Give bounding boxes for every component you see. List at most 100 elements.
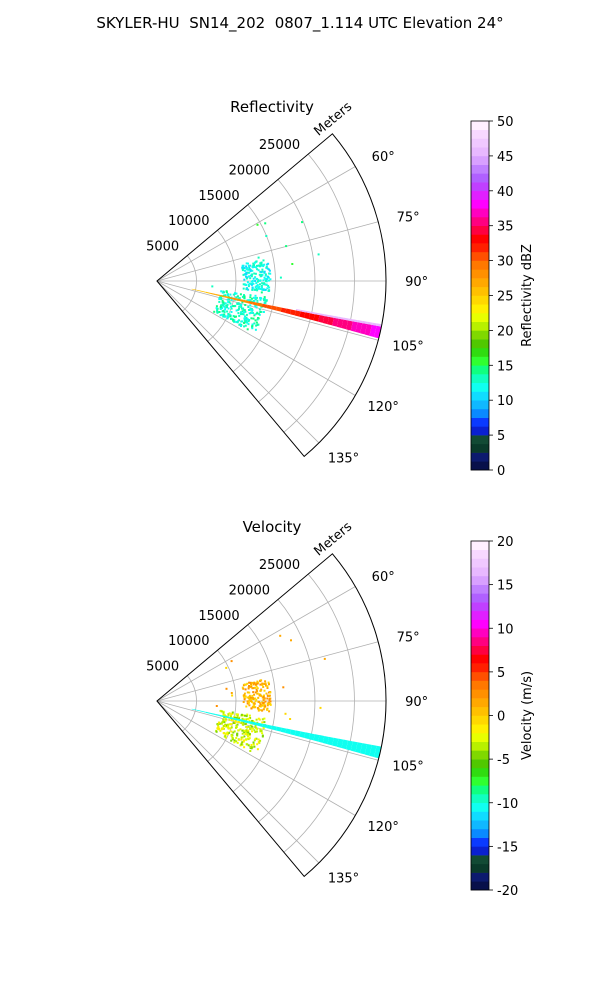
- reflectivity-echo-pixel: [265, 279, 267, 282]
- reflectivity-colorbar-tick-label: 20: [497, 324, 514, 339]
- velocity-echo-pixel: [243, 697, 246, 700]
- reflectivity-echo-pixel: [244, 315, 246, 318]
- reflectivity-echo-pixel: [238, 319, 240, 322]
- reflectivity-echo-pixel: [238, 305, 241, 308]
- reflectivity-colorbar-swatch: [471, 260, 489, 270]
- velocity-azimuth-tick-label: 120°: [368, 820, 399, 835]
- velocity-echo-pixel: [268, 694, 271, 697]
- reflectivity-echo-pixel: [233, 320, 236, 323]
- velocity-echo-pixel: [267, 702, 270, 705]
- velocity-echo-pixel: [262, 698, 265, 701]
- reflectivity-echo-pixel: [258, 312, 260, 315]
- reflectivity-echo-pixel: [259, 296, 262, 299]
- velocity-echo-pixel: [236, 741, 239, 744]
- velocity-echo-pixel: [247, 686, 250, 689]
- velocity-echo-pixel: [251, 681, 254, 684]
- reflectivity-echo-pixel: [265, 278, 268, 281]
- reflectivity-streak-gate: [224, 295, 230, 299]
- velocity-echo-pixel: [223, 721, 226, 723]
- reflectivity-echo-pixel: [260, 273, 263, 276]
- reflectivity-echo-pixel: [249, 277, 252, 280]
- velocity-echo-pixel: [250, 707, 253, 710]
- velocity-echo-pixel: [264, 700, 267, 703]
- velocity-colorbar-swatch: [471, 645, 489, 655]
- velocity-azimuth-spoke: [156, 641, 379, 702]
- reflectivity-echo-pixel: [251, 297, 253, 300]
- reflectivity-echo-pixel: [230, 307, 233, 310]
- reflectivity-echo-pixel: [256, 280, 259, 283]
- reflectivity-colorbar-tick-label: 35: [497, 220, 514, 235]
- velocity-echo-pixel: [230, 692, 233, 694]
- reflectivity-streak-gate: [360, 323, 368, 335]
- velocity-echo-pixel: [247, 744, 250, 747]
- reflectivity-echo-pixel: [226, 317, 229, 320]
- reflectivity-echo-pixel: [291, 263, 294, 265]
- reflectivity-echo-pixel: [245, 319, 248, 322]
- velocity-colorbar-swatch: [471, 567, 489, 577]
- velocity-echo-pixel: [242, 687, 245, 690]
- velocity-echo-pixel: [227, 727, 230, 730]
- velocity-echo-pixel: [248, 694, 251, 697]
- reflectivity-echo-pixel: [261, 282, 264, 285]
- reflectivity-echo-pixel: [256, 289, 259, 292]
- velocity-echo-pixel: [230, 719, 233, 722]
- reflectivity-echo-pixel: [267, 262, 270, 265]
- reflectivity-echo-pixel: [262, 279, 265, 282]
- velocity-echo-pixel: [235, 716, 238, 719]
- reflectivity-echo-pixel: [241, 301, 244, 304]
- velocity-echo-pixel: [248, 698, 251, 701]
- velocity-echo-pixel: [253, 693, 256, 696]
- velocity-echo-pixel: [240, 743, 243, 746]
- velocity-echo-pixel: [222, 725, 225, 727]
- velocity-echo-pixel: [246, 682, 249, 685]
- reflectivity-echo-pixel: [263, 299, 266, 302]
- velocity-echo-pixel: [250, 725, 253, 728]
- reflectivity-azimuth-spoke: [156, 280, 379, 341]
- velocity-echo-pixel: [254, 726, 257, 729]
- reflectivity-echo-pixel: [268, 272, 271, 275]
- velocity-colorbar-swatch: [471, 654, 489, 664]
- velocity-echo-pixel: [251, 687, 254, 690]
- reflectivity-echo-pixel: [248, 309, 251, 311]
- reflectivity-echo-pixel: [251, 323, 254, 326]
- reflectivity-streak-gate: [294, 310, 301, 317]
- velocity-colorbar-swatch: [471, 828, 489, 838]
- reflectivity-echo-pixel: [232, 305, 235, 308]
- reflectivity-range-tick-label: 10000: [168, 214, 209, 229]
- velocity-echo-pixel: [224, 719, 227, 722]
- velocity-streak-gate: [224, 715, 230, 719]
- velocity-colorbar-swatch: [471, 759, 489, 769]
- reflectivity-echoes: [191, 221, 382, 339]
- reflectivity-echo-pixel: [256, 268, 259, 271]
- reflectivity-streak-edge: [310, 311, 316, 315]
- velocity-streak-gate: [374, 745, 382, 759]
- reflectivity-polar-frame: [156, 133, 387, 458]
- velocity-echo-pixel: [260, 709, 263, 712]
- reflectivity-echo-pixel: [218, 311, 221, 313]
- velocity-echo-pixel: [218, 727, 221, 730]
- velocity-echo-pixel: [268, 699, 271, 702]
- velocity-echo-pixel: [230, 739, 233, 742]
- velocity-echo-pixel: [248, 696, 251, 699]
- velocity-echo-pixel: [244, 733, 247, 735]
- reflectivity-echo-pixel: [248, 299, 251, 302]
- velocity-echo-pixel: [228, 727, 231, 730]
- reflectivity-echo-pixel: [255, 321, 258, 324]
- reflectivity-echo-pixel: [246, 321, 249, 324]
- velocity-echo-pixel: [237, 713, 239, 716]
- velocity-echo-pixel: [240, 738, 243, 741]
- reflectivity-streak-gate: [322, 315, 330, 325]
- velocity-echo-pixel: [248, 681, 251, 684]
- reflectivity-echo-pixel: [240, 325, 242, 327]
- velocity-echo-pixel: [227, 726, 229, 729]
- velocity-echo-pixel: [263, 689, 266, 692]
- reflectivity-echo-pixel: [233, 305, 236, 308]
- reflectivity-colorbar-swatch: [471, 312, 489, 322]
- reflectivity-echo-pixel: [221, 303, 224, 306]
- velocity-echo-pixel: [242, 740, 245, 743]
- reflectivity-echo-pixel: [246, 328, 249, 331]
- velocity-echo-pixel: [256, 687, 259, 690]
- velocity-azimuth-spoke: [156, 700, 379, 761]
- velocity-echo-pixel: [248, 685, 250, 687]
- reflectivity-range-tick-label: 20000: [229, 164, 270, 179]
